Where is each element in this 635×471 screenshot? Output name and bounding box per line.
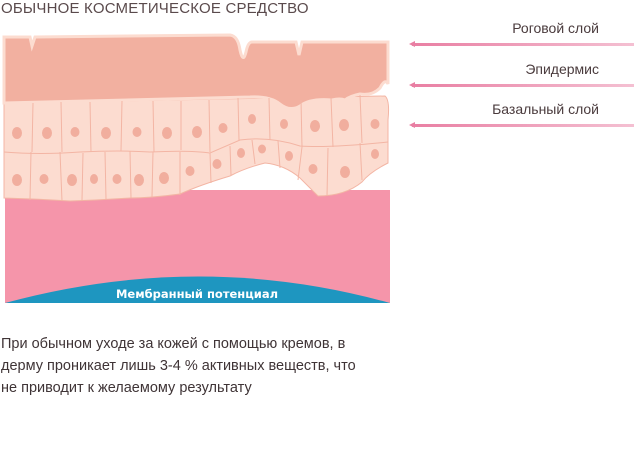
stratum-corneum-layer <box>2 33 390 111</box>
layer-label-basal: Базальный слой <box>492 101 599 117</box>
cell-row-divider <box>3 138 389 154</box>
diagram-title: ОБЫЧНОЕ КОСМЕТИЧЕСКОЕ СРЕДСТВО <box>1 0 309 17</box>
arrow-left-icon <box>409 41 634 47</box>
description-text: При обычном уходе за кожей с помощью кре… <box>1 336 356 396</box>
cell-nuclei <box>12 114 380 186</box>
layer-label-stratum-corneum: Роговой слой <box>512 20 599 36</box>
layer-label-epidermis: Эпидермис <box>525 61 599 77</box>
arrow-left-icon <box>409 122 634 128</box>
cell-walls <box>29 94 363 202</box>
arrow-left-icon <box>409 82 634 88</box>
dermis-layer <box>5 190 390 303</box>
skin-cross-section: Мембранный потенциал <box>2 33 390 303</box>
membrane-label: Мембранный потенциал <box>116 287 278 301</box>
membrane-arc <box>5 276 390 303</box>
epidermis-layer <box>3 95 390 202</box>
